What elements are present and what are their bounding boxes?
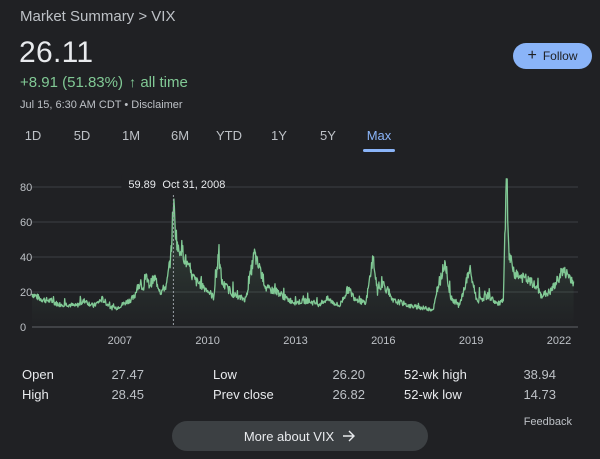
- tab-1y[interactable]: 1Y: [271, 128, 287, 143]
- follow-label: Follow: [542, 49, 578, 63]
- stat-value-high: 28.45: [111, 387, 144, 402]
- stat-value-52wk-high: 38.94: [523, 367, 556, 382]
- stat-label-low: Low: [213, 367, 237, 382]
- y-tick-label: 20: [20, 287, 32, 299]
- stat-label-open: Open: [22, 367, 54, 382]
- y-tick-label: 0: [20, 322, 26, 334]
- stat-label-high: High: [22, 387, 49, 402]
- stat-value-52wk-low: 14.73: [523, 387, 556, 402]
- y-tick-label: 40: [20, 252, 32, 264]
- x-tick-label: 2016: [371, 335, 395, 347]
- x-tick-label: 2010: [195, 335, 219, 347]
- x-tick-label: 2013: [283, 335, 307, 347]
- tab-6m[interactable]: 6M: [170, 128, 190, 143]
- arrow-up-icon: ↑: [129, 74, 137, 90]
- follow-button[interactable]: + Follow: [513, 43, 592, 69]
- stat-label-prev-close: Prev close: [213, 387, 274, 402]
- arrow-right-icon: [343, 430, 356, 442]
- breadcrumb[interactable]: Market Summary > VIX: [20, 8, 176, 25]
- y-tick-label: 60: [20, 217, 32, 229]
- price-chart[interactable]: 0 20 40 60 80 2007 2010 2013 2016 2019 2022 59.89…: [0, 165, 600, 355]
- plus-icon: +: [527, 46, 537, 64]
- change-amount: +8.91 (51.83%): [20, 74, 123, 91]
- change-period: all time: [140, 74, 188, 91]
- feedback-link[interactable]: Feedback: [523, 416, 572, 428]
- stat-value-prev-close: 26.82: [332, 387, 365, 402]
- stat-label-52wk-low: 52-wk low: [404, 387, 462, 402]
- tooltip-value: 59.89: [128, 179, 156, 191]
- tab-max[interactable]: Max: [366, 128, 392, 143]
- x-tick-label: 2019: [459, 335, 483, 347]
- stat-value-open: 27.47: [111, 367, 144, 382]
- timestamp: Jul 15, 6:30 AM CDT • Disclaimer: [20, 99, 183, 111]
- price-value: 26.11: [19, 36, 94, 69]
- x-axis-labels: 2007 2010 2013 2016 2019 2022: [108, 335, 572, 347]
- tab-ytd[interactable]: YTD: [216, 128, 242, 143]
- stat-label-52wk-high: 52-wk high: [404, 367, 467, 382]
- x-tick-label: 2007: [108, 335, 132, 347]
- tab-1d[interactable]: 1D: [24, 128, 42, 143]
- stat-value-low: 26.20: [332, 367, 365, 382]
- tab-1m[interactable]: 1M: [121, 128, 141, 143]
- more-about-button[interactable]: More about VIX: [172, 421, 428, 451]
- more-about-label: More about VIX: [243, 428, 335, 444]
- y-tick-label: 80: [20, 182, 32, 194]
- price-line: [31, 178, 575, 312]
- tooltip-date: Oct 31, 2008: [162, 179, 225, 191]
- tab-5y[interactable]: 5Y: [320, 128, 336, 143]
- tooltip-background: [121, 174, 226, 194]
- x-tick-label: 2022: [547, 335, 571, 347]
- chart-tooltip: 59.89 Oct 31, 2008: [121, 174, 226, 194]
- y-axis-labels: 0 20 40 60 80: [20, 182, 32, 334]
- range-tabs: 1D 5D 1M 6M YTD 1Y 5Y Max: [0, 128, 600, 154]
- price-change: +8.91 (51.83%) ↑ all time: [20, 74, 188, 91]
- tab-5d[interactable]: 5D: [73, 128, 91, 143]
- active-tab-indicator: [363, 149, 395, 152]
